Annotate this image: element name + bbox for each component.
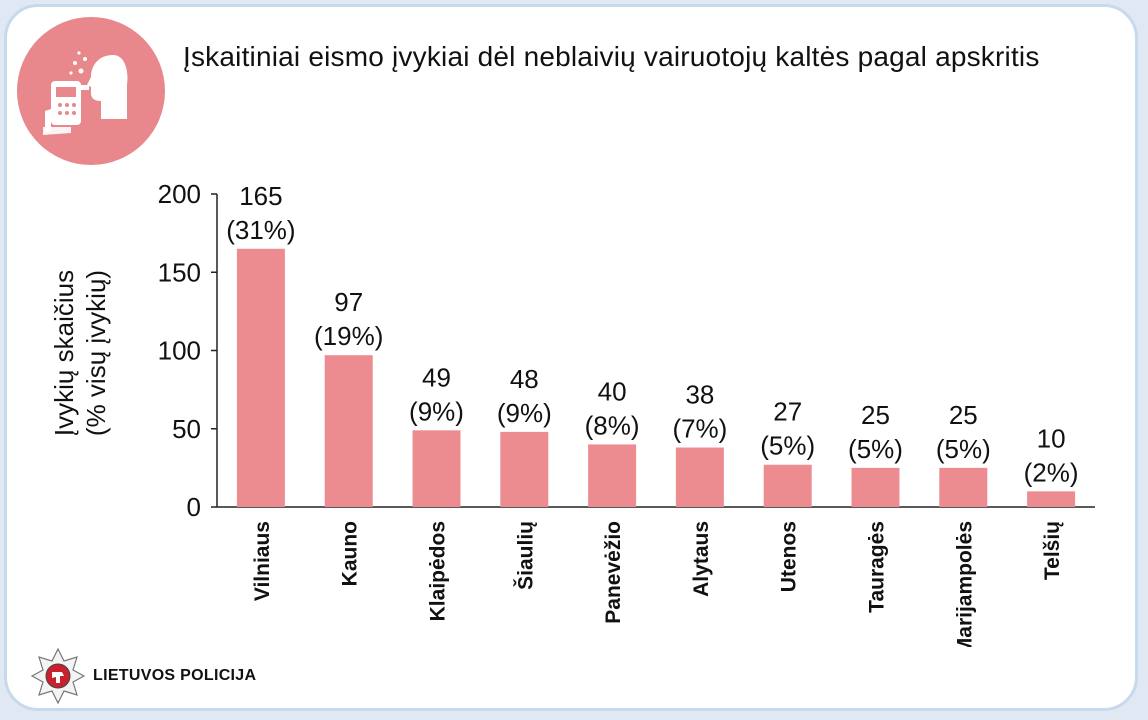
y-tick-label: 150 bbox=[158, 257, 201, 287]
x-tick-label: Šiaulių bbox=[513, 521, 537, 590]
x-tick-label: Vilniaus bbox=[251, 521, 274, 601]
data-label-value: 27 bbox=[773, 397, 802, 427]
bar bbox=[500, 431, 549, 507]
bar bbox=[1027, 491, 1076, 507]
bar bbox=[675, 447, 724, 507]
y-axis-title: Įvykių skaičius(% visų įvykių) bbox=[49, 270, 111, 436]
data-label-percent: (7%) bbox=[672, 414, 727, 444]
y-axis-title-line: (% visų įvykių) bbox=[81, 270, 111, 436]
data-label-value: 10 bbox=[1037, 423, 1066, 453]
data-label-value: 40 bbox=[598, 376, 627, 406]
data-label-value: 25 bbox=[949, 400, 978, 430]
bar bbox=[588, 444, 637, 507]
data-label-percent: (5%) bbox=[760, 431, 815, 461]
data-label-percent: (2%) bbox=[1024, 457, 1079, 487]
data-label-percent: (19%) bbox=[314, 321, 383, 351]
bar bbox=[236, 248, 285, 507]
data-label-percent: (5%) bbox=[848, 434, 903, 464]
x-tick-label: Utenos bbox=[778, 521, 801, 592]
y-tick-label: 100 bbox=[158, 336, 201, 366]
page-title: Įskaitiniai eismo įvykiai dėl neblaivių … bbox=[183, 41, 1040, 72]
data-label-value: 165 bbox=[239, 181, 282, 211]
bar bbox=[763, 464, 812, 507]
org-name: LIETUVOS POLICIJA bbox=[93, 667, 257, 684]
x-tick-label: Telšių bbox=[1041, 521, 1064, 580]
bar bbox=[851, 467, 900, 507]
x-tick-label: Marijampolės bbox=[953, 521, 976, 647]
data-label-value: 38 bbox=[685, 380, 714, 410]
breathalyzer-icon bbox=[17, 17, 165, 165]
data-label-percent: (5%) bbox=[936, 434, 991, 464]
bar-chart: 0 50 100 150 200 Įvykių skaičius(% visų įvyki… bbox=[49, 179, 1095, 647]
data-label-value: 25 bbox=[861, 400, 890, 430]
footer: LIETUVOS POLICIJA bbox=[31, 647, 256, 705]
bar bbox=[324, 355, 373, 507]
bar bbox=[939, 467, 988, 507]
data-label-percent: (8%) bbox=[585, 410, 640, 440]
data-label-value: 48 bbox=[510, 364, 539, 394]
data-label-percent: (31%) bbox=[226, 215, 295, 245]
x-tick-label: Tauragės bbox=[866, 521, 889, 613]
data-label-percent: (9%) bbox=[497, 398, 552, 428]
y-axis-title-line: Įvykių skaičius bbox=[49, 270, 79, 436]
x-tick-label: Panevėžio bbox=[602, 521, 625, 624]
chart-card: Įskaitiniai eismo įvykiai dėl neblaivių … bbox=[4, 4, 1138, 711]
x-tick-label: Klaipėdos bbox=[427, 521, 450, 621]
x-tick-label: Alytaus bbox=[690, 521, 713, 597]
x-tick-label: Kauno bbox=[339, 521, 362, 586]
y-tick-label: 200 bbox=[158, 179, 201, 209]
data-label-percent: (9%) bbox=[409, 396, 464, 426]
y-tick-label: 50 bbox=[172, 414, 201, 444]
data-label-value: 97 bbox=[334, 287, 363, 317]
y-tick-label: 0 bbox=[187, 492, 201, 522]
bar bbox=[412, 430, 461, 507]
data-label-value: 49 bbox=[422, 362, 451, 392]
police-star-emblem-icon bbox=[31, 647, 85, 705]
